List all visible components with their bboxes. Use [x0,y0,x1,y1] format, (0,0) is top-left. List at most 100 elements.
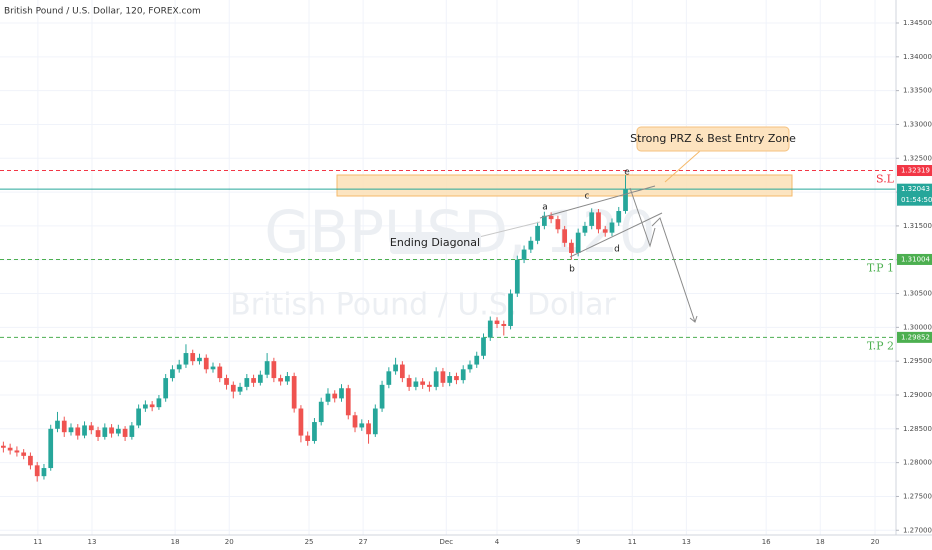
candle-body [1,445,6,448]
candle-body [535,225,540,241]
projection-arrow [651,217,698,323]
candle-body [170,369,175,379]
y-tick-label: 1.33000 [903,120,932,128]
candle-body [237,386,243,392]
callout-pointer [474,221,541,239]
levels: S.L T.P 1 T.P 2 [0,170,896,352]
wave-label: c [585,192,590,202]
y-tick-label: 1.31500 [903,222,932,230]
candle-body [257,374,263,383]
candle-body [122,428,128,437]
x-tick-label: 16 [762,538,771,546]
candle-body [183,353,189,365]
zone-pointer [664,150,701,183]
candle-body [224,378,229,385]
candle-body [541,215,547,226]
candle-body [521,249,527,260]
countdown: 01:54:50 [901,196,932,204]
y-tick-label: 1.28000 [903,459,932,467]
candle-body [433,371,439,387]
candle-body [203,357,209,370]
candle-body [129,425,135,437]
candle-body [447,376,453,383]
price-label: 1.31004 [901,255,930,263]
candle-body [514,259,520,294]
y-tick-label: 1.34000 [903,53,932,61]
candle-body [494,320,500,324]
candle-body [393,364,398,372]
candle-body [34,465,40,477]
candle-body [48,428,54,469]
x-tick-label: 18 [816,538,825,546]
candle-body [454,376,459,381]
zone-callout [636,126,790,152]
candle-body [143,404,148,409]
candle-body [115,428,121,434]
price-label-box [897,165,932,177]
candle-body [312,422,317,441]
candle-body [55,420,60,429]
pattern-callout [390,232,481,254]
candle-body [602,229,608,233]
level-name: T.P 1 [867,261,894,274]
candle-body [251,378,256,383]
candle-body [413,381,419,387]
candle-body [318,401,324,423]
candle-body [41,468,47,477]
candle-body [609,222,615,233]
candle-body [399,364,405,379]
candle-body [82,425,87,436]
candle-body [582,225,588,233]
x-tick-label: 4 [495,538,500,546]
candle-body [345,388,351,416]
x-tick-label: Dec [440,538,454,546]
candle-body [88,425,94,431]
y-tick-label: 1.29000 [903,391,932,399]
wave-label: e [624,168,630,178]
candle-body [264,361,270,375]
price-label-box [897,183,932,206]
wave-label: b [569,265,575,275]
y-tick-label: 1.29500 [903,357,932,365]
x-tick-label: 11 [33,538,42,546]
candle-body [474,355,480,365]
candle-body [163,378,169,399]
grid [0,0,896,535]
candle-body [61,420,67,433]
candle-body [305,435,311,441]
wave-label: d [614,245,620,255]
candle-body [481,337,486,356]
wave-label: a [542,203,548,213]
x-tick-label: 9 [576,538,580,546]
candle-body [176,364,182,370]
candle-body [136,408,141,426]
candle-body [359,423,365,428]
projection-arrow [629,187,656,248]
x-tick-label: 18 [171,538,180,546]
candle-body [325,393,331,402]
candle-body [379,384,385,409]
y-tick-label: 1.33500 [903,87,932,95]
candle-body [332,393,338,399]
candle-body [555,219,561,230]
pattern-label: Ending Diagonal [390,236,480,249]
candle-body [406,378,412,387]
candle-body [149,404,155,408]
y-tick-label: 1.28500 [903,425,932,433]
chart-title: British Pound / U.S. Dollar, 120, FOREX.… [4,7,201,17]
candle-body [352,415,358,428]
candle-body [95,430,101,437]
candle-body [21,452,27,456]
entry-zone [336,174,793,197]
candle-body [420,381,426,385]
candle-body [460,369,466,381]
candle-body [278,378,284,382]
candle-body [623,189,628,212]
price-label: 1.32043 [901,185,930,193]
y-tick-label: 1.30500 [903,290,932,298]
candle-body [28,455,33,466]
x-tick-label: 20 [871,538,880,546]
level-name: T.P 2 [867,339,894,352]
candle-body [244,378,250,387]
